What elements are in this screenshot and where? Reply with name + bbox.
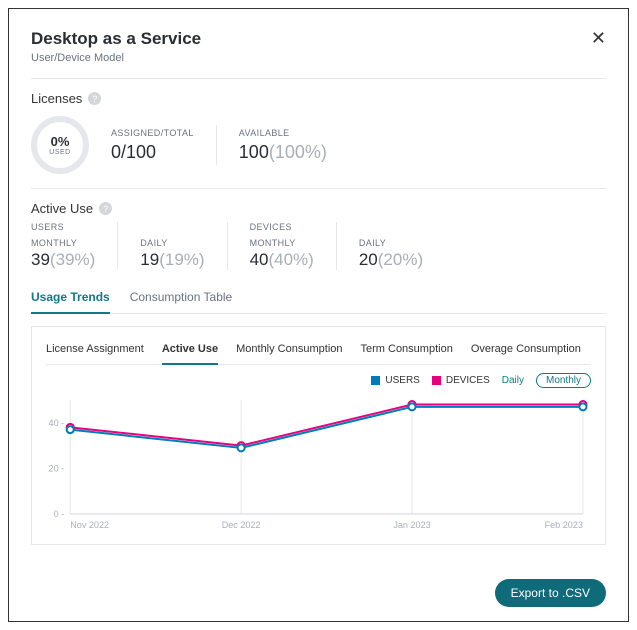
subtab-monthly-consumption[interactable]: Monthly Consumption	[236, 339, 342, 364]
users-group-label: USERS	[31, 222, 95, 232]
devices-daily-value: 20(20%)	[359, 250, 423, 270]
svg-text:Feb 2023: Feb 2023	[545, 520, 583, 530]
svg-text:Jan 2023: Jan 2023	[393, 520, 430, 530]
available-block: AVAILABLE 100(100%)	[239, 128, 327, 163]
help-icon[interactable]: ?	[88, 92, 101, 105]
chart-panel: License Assignment Active Use Monthly Co…	[31, 326, 606, 545]
chart-area: Nov 2022 Dec 2022 Jan 2023 Feb 2023 0 - 20 - 4…	[46, 394, 591, 534]
monthly-label: MONTHLY	[250, 238, 314, 248]
users-daily-col: DAILY 19(19%)	[117, 222, 226, 270]
daily-label: DAILY	[140, 238, 204, 248]
devices-swatch	[432, 376, 441, 385]
assigned-label: ASSIGNED/TOTAL	[111, 128, 194, 138]
assigned-block: ASSIGNED/TOTAL 0/100	[111, 128, 194, 163]
licenses-heading: Licenses ?	[31, 91, 606, 106]
divider	[31, 188, 606, 189]
active-use-grid: USERS MONTHLY 39(39%) DAILY 19(19%) DEVI…	[31, 222, 606, 270]
subtab-overage-consumption[interactable]: Overage Consumption	[471, 339, 581, 364]
active-use-heading: Active Use ?	[31, 201, 606, 216]
devices-monthly-value: 40(40%)	[250, 250, 314, 270]
legend-devices: DEVICES	[432, 375, 490, 386]
daas-panel: { "header": { "title": "Desktop as a Ser…	[8, 8, 629, 622]
available-pct: (100%)	[269, 142, 327, 162]
sub-tabs: License Assignment Active Use Monthly Co…	[46, 339, 591, 365]
divider	[216, 125, 217, 165]
users-swatch	[371, 376, 380, 385]
main-tabs: Usage Trends Consumption Table	[31, 284, 606, 314]
toggle-monthly[interactable]: Monthly	[536, 373, 591, 388]
subtab-term-consumption[interactable]: Term Consumption	[361, 339, 453, 364]
help-icon[interactable]: ?	[99, 202, 112, 215]
svg-text:Dec 2022: Dec 2022	[222, 520, 261, 530]
usage-used-label: USED	[49, 149, 70, 156]
subtab-active-use[interactable]: Active Use	[162, 339, 218, 365]
export-csv-button[interactable]: Export to .CSV	[495, 579, 606, 607]
daily-label: DAILY	[359, 238, 423, 248]
divider	[31, 78, 606, 79]
usage-ring: 0% USED	[31, 116, 89, 174]
chart-legend: USERS DEVICES Daily Monthly	[46, 373, 591, 388]
assigned-value: 0/100	[111, 142, 194, 163]
users-daily-value: 19(19%)	[140, 250, 204, 270]
devices-monthly-col: DEVICES MONTHLY 40(40%)	[227, 222, 336, 270]
legend-users-label: USERS	[385, 375, 419, 386]
toggle-daily[interactable]: Daily	[502, 375, 524, 386]
usage-percent: 0%	[51, 134, 70, 149]
legend-users: USERS	[371, 375, 419, 386]
monthly-label: MONTHLY	[31, 238, 95, 248]
tab-usage-trends[interactable]: Usage Trends	[31, 284, 110, 314]
available-label: AVAILABLE	[239, 128, 327, 138]
subtab-license-assignment[interactable]: License Assignment	[46, 339, 144, 364]
line-chart: Nov 2022 Dec 2022 Jan 2023 Feb 2023 0 - 20 - 4…	[46, 394, 591, 534]
users-monthly-value: 39(39%)	[31, 250, 95, 270]
devices-daily-col: DAILY 20(20%)	[336, 222, 445, 270]
legend-devices-label: DEVICES	[446, 375, 490, 386]
page-subtitle: User/Device Model	[31, 52, 201, 64]
active-use-label: Active Use	[31, 201, 93, 216]
svg-text:20 -: 20 -	[49, 463, 65, 473]
svg-text:0 -: 0 -	[54, 509, 65, 519]
page-title: Desktop as a Service	[31, 29, 201, 49]
close-icon[interactable]: ✕	[591, 29, 606, 47]
users-monthly-col: USERS MONTHLY 39(39%)	[31, 222, 117, 270]
svg-text:Nov 2022: Nov 2022	[70, 520, 109, 530]
tab-consumption-table[interactable]: Consumption Table	[130, 284, 233, 313]
licenses-row: 0% USED ASSIGNED/TOTAL 0/100 AVAILABLE 1…	[31, 116, 606, 174]
licenses-label: Licenses	[31, 91, 82, 106]
devices-group-label: DEVICES	[250, 222, 314, 232]
available-value: 100(100%)	[239, 142, 327, 163]
svg-text:40 -: 40 -	[49, 418, 65, 428]
available-number: 100	[239, 142, 269, 162]
